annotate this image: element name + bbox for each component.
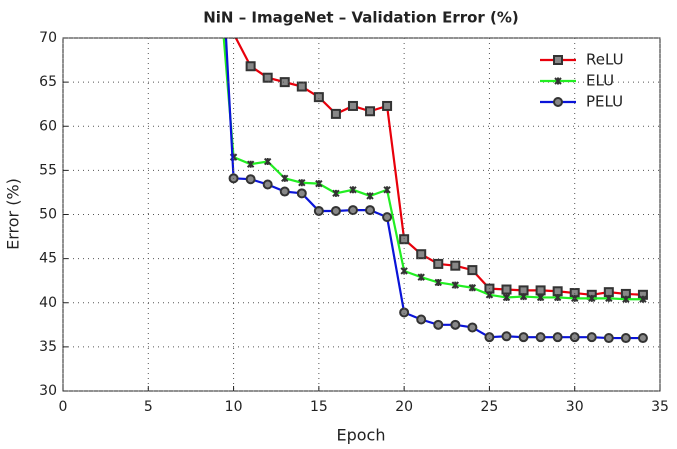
marker (451, 281, 460, 289)
series-line (224, 38, 643, 340)
marker (588, 294, 596, 303)
y-tick-label: 45 (39, 251, 57, 267)
marker (279, 186, 290, 197)
marker (501, 331, 512, 342)
marker (246, 160, 255, 168)
marker (365, 205, 376, 216)
x-tick-label: 20 (395, 399, 413, 415)
marker (245, 61, 256, 72)
marker (296, 188, 307, 199)
marker (639, 295, 647, 303)
marker (450, 260, 461, 271)
marker (262, 72, 273, 83)
y-tick-label: 30 (39, 383, 57, 399)
marker (569, 332, 580, 343)
legend-marker (553, 97, 563, 107)
y-tick-label: 65 (39, 74, 57, 90)
marker (450, 319, 461, 330)
marker (467, 322, 478, 333)
marker (605, 294, 613, 303)
marker (279, 77, 290, 88)
marker (586, 332, 597, 343)
x-tick-label: 25 (481, 399, 499, 415)
marker (417, 273, 425, 281)
y-axis-label: Error (%) (4, 178, 23, 250)
marker (535, 285, 546, 296)
marker (281, 174, 289, 183)
y-tick-label: 60 (39, 118, 57, 134)
marker (416, 249, 427, 260)
x-axis-label: Epoch (337, 426, 386, 445)
legend-label: PELU (586, 93, 623, 111)
y-tick-label: 70 (39, 30, 57, 46)
marker (553, 293, 562, 302)
x-tick-label: 5 (144, 399, 153, 415)
x-tick-label: 10 (225, 399, 243, 415)
marker (347, 100, 358, 111)
y-tick-label: 40 (39, 295, 57, 311)
marker (399, 234, 410, 245)
y-tick-label: 35 (39, 339, 57, 355)
x-tick-label: 15 (310, 399, 328, 415)
marker (485, 291, 494, 299)
y-tick-label: 50 (39, 207, 57, 223)
x-tick-label: 35 (651, 399, 669, 415)
marker (519, 292, 528, 301)
marker (518, 332, 529, 343)
marker (245, 174, 256, 185)
marker (467, 265, 478, 276)
legend-marker (553, 55, 563, 65)
series-line (234, 38, 643, 296)
series-line (222, 38, 643, 301)
marker (366, 192, 374, 200)
x-tick-label: 0 (59, 399, 68, 415)
marker (468, 284, 477, 292)
marker (416, 314, 427, 325)
marker (296, 81, 307, 92)
marker (501, 284, 512, 295)
x-tick-label: 30 (566, 399, 584, 415)
y-tick-label: 55 (39, 162, 57, 178)
marker (502, 293, 511, 302)
marker (535, 332, 546, 343)
marker (637, 333, 648, 344)
marker (298, 179, 306, 187)
marker (330, 205, 341, 216)
marker (313, 92, 324, 103)
marker (330, 108, 341, 119)
marker (552, 332, 563, 343)
marker (383, 186, 391, 194)
marker (399, 307, 410, 318)
marker (349, 186, 357, 194)
marker (262, 179, 273, 190)
marker (603, 333, 614, 344)
marker (433, 319, 444, 330)
marker (365, 106, 376, 117)
marker (228, 38, 239, 39)
legend-label: ReLU (586, 51, 624, 69)
marker (622, 295, 630, 303)
marker (347, 205, 358, 216)
plot-area (222, 38, 648, 344)
marker (536, 293, 545, 302)
marker (620, 333, 631, 344)
legend-label: ELU (586, 72, 614, 90)
marker (263, 157, 272, 166)
marker (434, 278, 442, 287)
marker (382, 212, 393, 223)
marker (484, 332, 495, 343)
legend-marker (554, 77, 562, 85)
marker (433, 258, 444, 269)
chart-title: NiN – ImageNet – Validation Error (%) (203, 9, 519, 27)
marker (382, 100, 393, 111)
marker (332, 189, 340, 198)
